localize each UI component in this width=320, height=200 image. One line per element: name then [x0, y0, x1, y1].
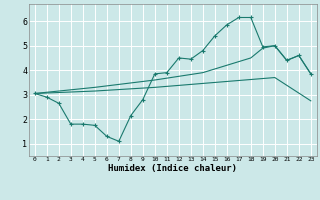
X-axis label: Humidex (Indice chaleur): Humidex (Indice chaleur) [108, 164, 237, 173]
